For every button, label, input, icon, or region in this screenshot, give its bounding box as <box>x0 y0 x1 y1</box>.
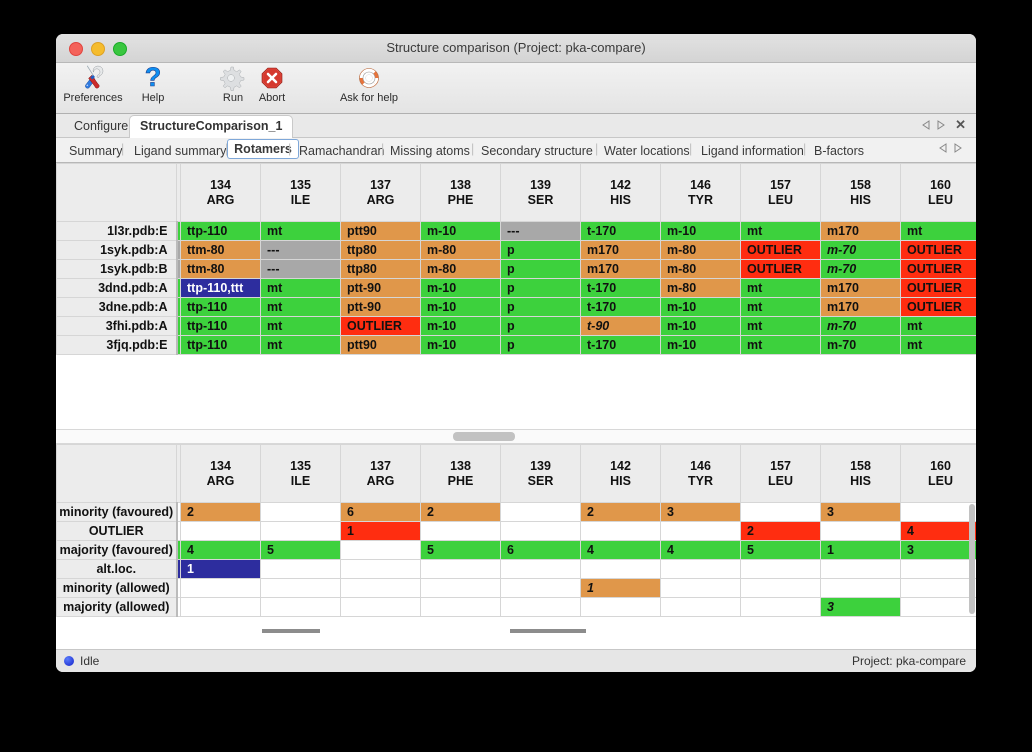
svg-text:?: ? <box>145 64 162 92</box>
